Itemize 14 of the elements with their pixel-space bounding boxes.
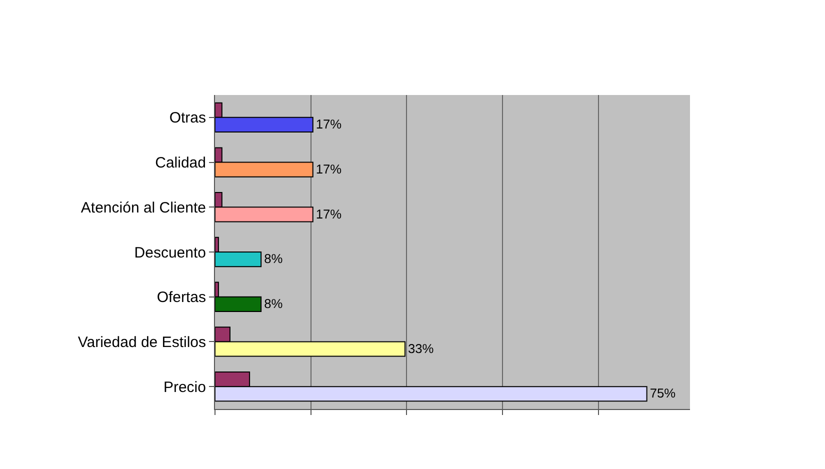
y-tick-label: Precio [163,378,206,396]
y-tick-label: Ofertas [156,289,206,306]
data-label: 75% [650,386,676,401]
data-label: 17% [316,206,342,222]
data-label: 17% [316,161,342,176]
y-tick-label: Descuento [134,244,206,262]
y-tick-label: Otras [169,110,206,127]
y-tick-label: Variedad de Estilos [78,334,206,351]
data-label: 17% [316,116,342,132]
y-tick-label: Atención al Cliente [80,199,206,216]
data-label: 8% [264,251,283,266]
data-label: 8% [264,296,283,312]
y-tick-label: Calidad [155,154,206,172]
data-label: 33% [408,340,434,356]
